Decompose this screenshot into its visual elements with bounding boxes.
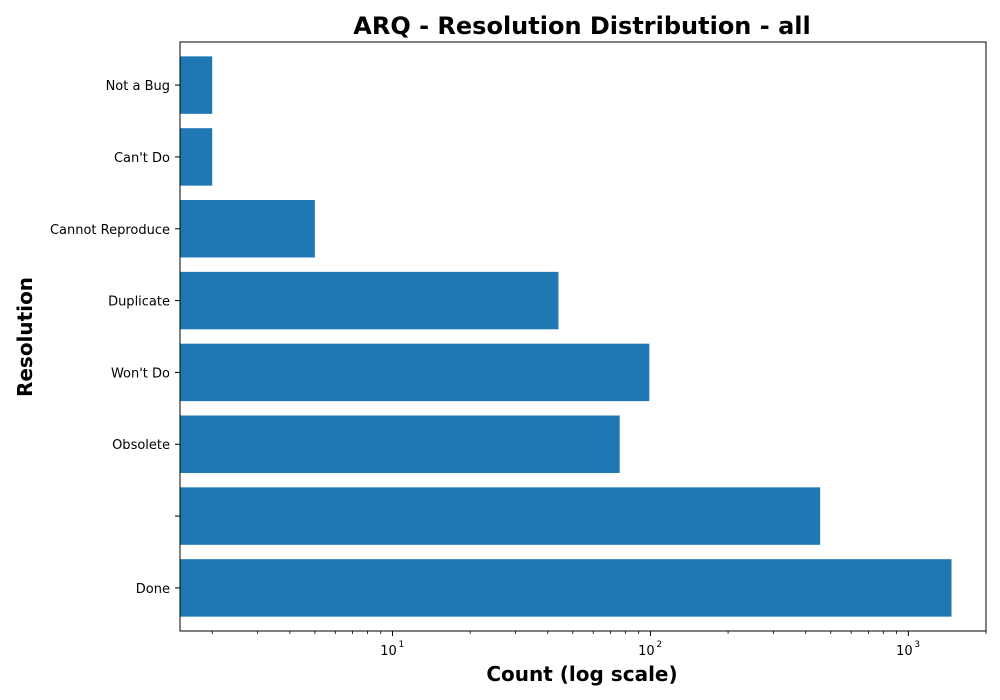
plot-frame <box>179 41 987 632</box>
y-tick-label: Obsolete <box>112 438 170 453</box>
bar <box>180 128 213 186</box>
bar <box>180 487 821 545</box>
chart-title: ARQ - Resolution Distribution - all <box>353 12 810 40</box>
bar <box>180 271 559 330</box>
bar <box>180 200 315 258</box>
bar <box>180 343 650 402</box>
y-tick-label: Done <box>136 582 170 597</box>
x-tick-label-exponent: 1 <box>399 640 405 650</box>
x-tick-label: 10 <box>638 644 655 659</box>
y-tick-label: Won't Do <box>111 366 170 381</box>
bar <box>180 559 952 617</box>
bar <box>180 415 620 473</box>
y-axis-label: Resolution <box>13 277 37 397</box>
y-tick-label: Can't Do <box>114 151 170 166</box>
x-axis-label: Count (log scale) <box>486 662 677 686</box>
x-tick-label: 10 <box>896 644 913 659</box>
bar <box>180 56 213 114</box>
y-tick-label: Not a Bug <box>106 79 170 94</box>
x-tick-label-exponent: 3 <box>914 640 920 650</box>
y-tick-label: Duplicate <box>108 295 170 310</box>
x-tick-label: 10 <box>380 644 397 659</box>
y-axis-ticks: Done Obsolete Won't Do Duplicate Cannot Repr… <box>50 79 180 597</box>
bars-group <box>180 56 952 617</box>
y-tick-label: Cannot Reproduce <box>50 223 170 238</box>
x-tick-label-exponent: 2 <box>656 640 662 650</box>
x-axis-ticks: 10 1 10 2 10 3 <box>211 631 987 659</box>
